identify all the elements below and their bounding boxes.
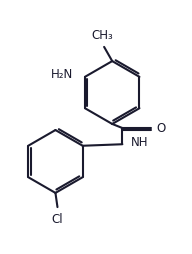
Text: O: O: [157, 121, 166, 135]
Text: Cl: Cl: [52, 213, 63, 226]
Text: NH: NH: [131, 136, 148, 149]
Text: CH₃: CH₃: [91, 29, 113, 42]
Text: H₂N: H₂N: [50, 68, 73, 81]
